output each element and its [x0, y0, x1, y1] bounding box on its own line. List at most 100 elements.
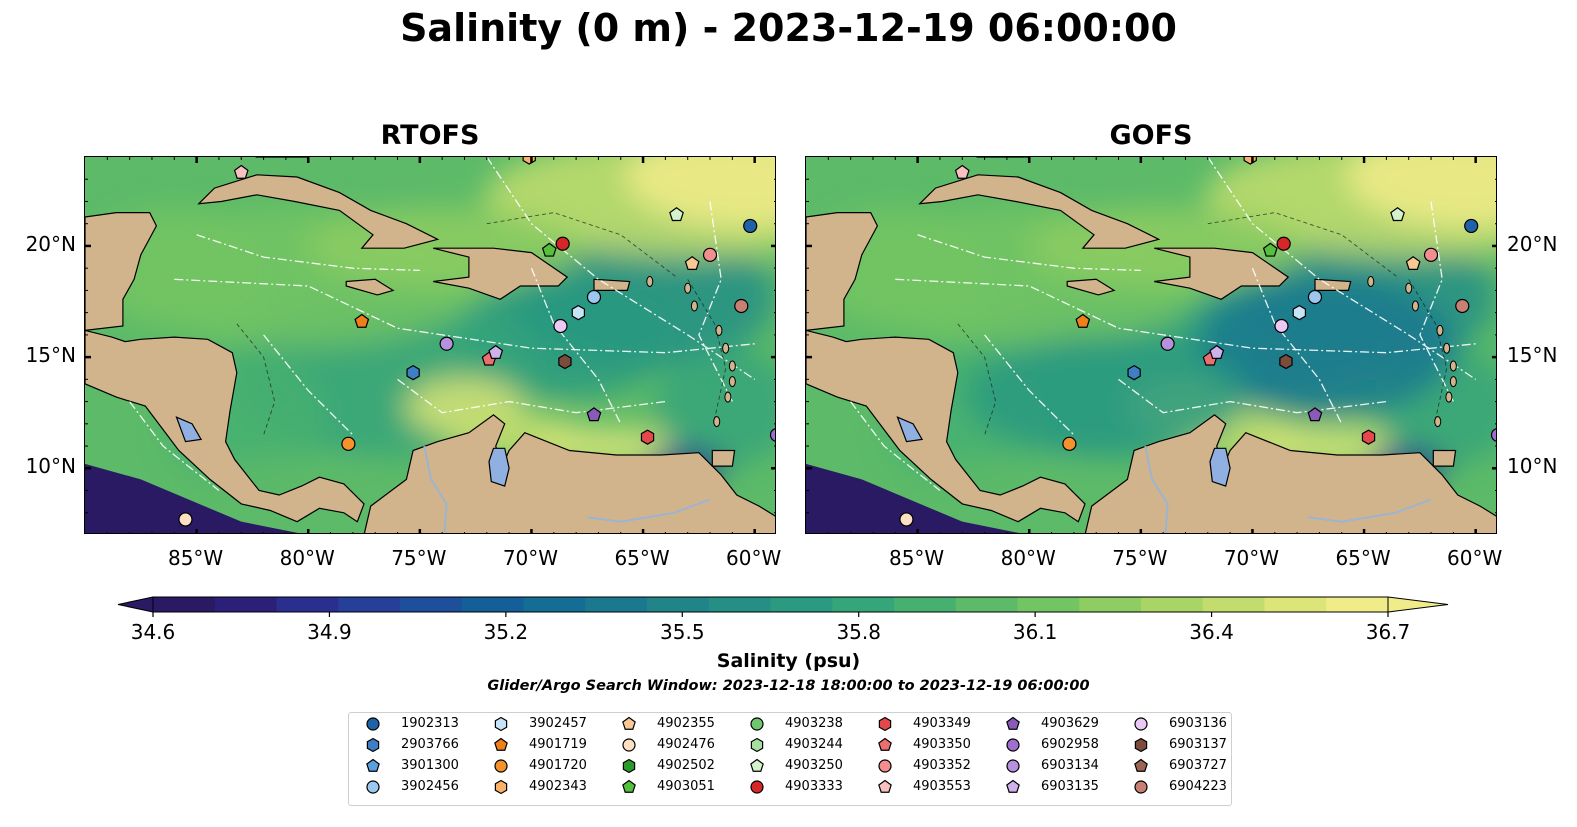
colorbar-segment	[153, 597, 216, 612]
legend-label: 4903629	[1041, 716, 1099, 731]
y-tick-label: 10°N	[1507, 454, 1558, 479]
x-tick-label: 65°W	[1335, 546, 1391, 570]
colorbar-segment	[338, 597, 401, 612]
legend: 1902313 2903766 3901300 3902456 3902457 49017…	[348, 712, 1232, 806]
land-south-america	[1084, 414, 1496, 533]
legend-label: 6902958	[1041, 737, 1099, 752]
colorbar-segment	[1202, 597, 1266, 612]
land-trinidad	[711, 449, 736, 467]
x-tick-label: 80°W	[1000, 546, 1056, 570]
legend-label: 1902313	[401, 716, 459, 731]
legend-marker	[750, 780, 764, 794]
land-jamaica	[345, 278, 395, 296]
legend-marker	[1134, 758, 1148, 772]
land-cuba	[197, 174, 440, 249]
legend-marker	[1134, 780, 1148, 794]
float-marker-6904223	[1455, 298, 1470, 314]
float-marker-1902313	[1464, 218, 1479, 234]
legend-label: 2903766	[401, 737, 459, 752]
float-marker-4902355	[1405, 255, 1421, 271]
land-hispaniola	[1154, 247, 1290, 300]
legend-label: 4902355	[657, 716, 715, 731]
x-tick-label: 85°W	[888, 546, 945, 570]
legend-marker	[1006, 738, 1020, 752]
colorbar-segment	[585, 597, 648, 612]
colorbar-segment	[647, 597, 710, 612]
legend-marker	[622, 779, 636, 793]
legend-marker	[1134, 717, 1148, 731]
legend-marker	[366, 758, 380, 772]
legend-label: 4903238	[785, 716, 843, 731]
colorbar-segment	[708, 597, 772, 612]
lake-nicaragua	[896, 416, 924, 443]
legend-label: 4902343	[529, 779, 587, 794]
land-south-america	[363, 414, 775, 533]
float-marker-6903137	[558, 353, 572, 370]
map-gofs	[805, 156, 1497, 534]
y-tick-label: 10°N	[25, 454, 76, 479]
legend-label: 4903250	[785, 758, 843, 773]
colorbar-segment	[894, 597, 957, 612]
float-marker-4901720	[341, 436, 356, 451]
float-marker-4903349	[640, 429, 655, 445]
land-puerto-rico	[1314, 278, 1352, 291]
float-marker-4901719	[354, 313, 370, 328]
x-tick-label: 75°W	[1112, 546, 1168, 570]
float-marker-6902958	[1490, 428, 1496, 442]
legend-label: 4903352	[913, 758, 971, 773]
legend-label: 6904223	[1169, 779, 1227, 794]
map-title-rtofs: RTOFS	[380, 120, 480, 151]
float-marker-4903349	[1361, 429, 1376, 445]
colorbar-tick-label: 36.4	[1189, 620, 1234, 644]
legend-marker	[750, 758, 764, 772]
legend-label: 6903136	[1169, 716, 1227, 731]
river-orinoco	[587, 498, 711, 523]
legend-marker	[494, 716, 508, 732]
float-marker-4903051	[1262, 242, 1278, 257]
search-window-text: Glider/Argo Search Window: 2023-12-18 18…	[487, 678, 1090, 694]
float-marker-6903134	[439, 336, 454, 351]
float-marker-3902456	[1307, 289, 1323, 305]
float-marker-4901720	[1062, 436, 1077, 451]
float-marker-4903051	[541, 242, 557, 257]
colorbar-segment	[1017, 597, 1080, 612]
river-magdalena	[423, 445, 448, 533]
legend-label: 6903727	[1169, 758, 1227, 773]
colorbar-tick-label: 34.9	[307, 620, 352, 644]
land-jamaica	[1066, 278, 1116, 296]
float-marker-1902313	[743, 218, 758, 234]
float-marker-4903250	[669, 207, 684, 222]
colorbar-tick-label: 34.6	[131, 620, 176, 644]
legend-marker	[366, 737, 380, 753]
legend-label: 4903051	[657, 779, 715, 794]
legend-marker	[494, 737, 508, 751]
x-tick-label: 70°W	[1223, 546, 1280, 570]
float-marker-4901719	[1075, 313, 1091, 328]
x-tick-label: 60°W	[1447, 546, 1503, 570]
legend-marker	[878, 716, 892, 732]
colorbar-extend-high	[1387, 596, 1449, 613]
land-trinidad	[1432, 449, 1457, 467]
legend-marker	[750, 737, 764, 753]
legend-marker	[366, 717, 380, 731]
float-marker-3902457	[1292, 304, 1307, 321]
legend-marker	[494, 759, 508, 773]
float-marker-4903250	[1390, 207, 1405, 222]
legend-label: 3902457	[529, 716, 587, 731]
legend-label: 4903333	[785, 779, 843, 794]
float-marker-6903136	[553, 318, 568, 334]
float-marker-4902476	[178, 512, 193, 527]
legend-label: 3902456	[401, 779, 459, 794]
colorbar-segment	[1141, 597, 1204, 612]
lake-maracaibo	[488, 447, 510, 487]
float-marker-4903352	[1423, 247, 1439, 262]
legend-label: 3901300	[401, 758, 459, 773]
legend-label: 4903349	[913, 716, 971, 731]
float-marker-4903333	[555, 236, 570, 251]
colorbar-segment	[955, 597, 1019, 612]
legend-label: 4903244	[785, 737, 843, 752]
legend-label: 4903350	[913, 737, 971, 752]
legend-marker	[878, 759, 892, 773]
float-marker-4903553	[954, 164, 970, 179]
float-marker-6903134	[1160, 336, 1175, 351]
